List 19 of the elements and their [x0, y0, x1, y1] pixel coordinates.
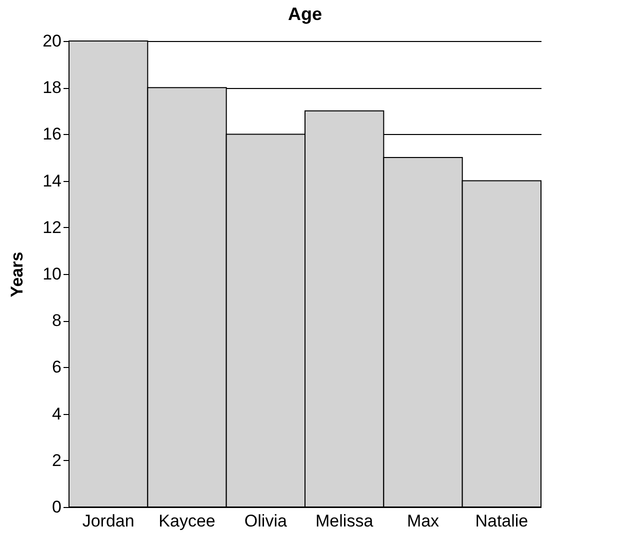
y-tick-label: 16 — [42, 124, 62, 144]
y-tick-label: 6 — [52, 358, 62, 377]
x-tick-label: Kaycee — [158, 512, 216, 530]
y-tick-label: 10 — [42, 264, 62, 284]
y-tick-label: 18 — [42, 78, 62, 98]
y-axis-title: Years — [8, 252, 27, 298]
y-tick-label: 4 — [52, 404, 62, 424]
x-tick-label: Max — [406, 512, 440, 530]
y-tick-label: 2 — [52, 450, 62, 470]
y-tick-label: 20 — [42, 32, 62, 50]
x-tick-label: Jordan — [82, 512, 134, 530]
y-tick-label: 12 — [42, 218, 62, 237]
x-tick-label: Natalie — [475, 512, 528, 530]
y-tick-label: 14 — [42, 171, 62, 190]
y-tick-label: 8 — [52, 311, 62, 330]
y-tick-label: 0 — [52, 498, 62, 516]
x-tick-label: Melissa — [316, 512, 374, 530]
chart-title: Age — [288, 4, 322, 24]
x-tick-label: Olivia — [244, 512, 288, 530]
